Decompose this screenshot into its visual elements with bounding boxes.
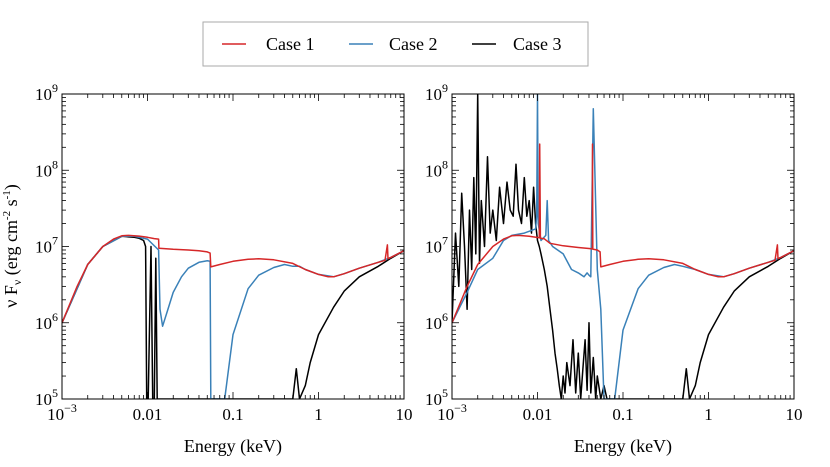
left-x-tick-label: 10−3 (47, 401, 77, 424)
right-y-tick-label: 105 (425, 386, 448, 409)
right-plot-frame (451, 93, 795, 400)
left-x-tick-label: 10 (396, 405, 413, 424)
right-x-tick-label: 10 (786, 405, 803, 424)
left-x-tick-label: 0.01 (133, 405, 163, 424)
right-series-case-1 (452, 143, 794, 324)
right-x-axis-label: Energy (keV) (574, 436, 672, 457)
right-x-tick-label: 10−3 (437, 401, 467, 424)
left-x-axis-label: Energy (keV) (184, 436, 282, 457)
right-y-tick-label: 106 (425, 310, 448, 333)
left-series-case-1 (62, 234, 404, 324)
left-y-tick-label: 105 (35, 386, 58, 409)
left-series-case-2 (62, 235, 404, 399)
right-ticks (451, 93, 795, 400)
legend-box (202, 21, 589, 67)
right-y-tick-label: 107 (425, 234, 448, 257)
legend-label-case-1: Case 1 (266, 34, 315, 54)
legend: Case 1 Case 2 Case 3 (202, 21, 589, 67)
left-ticks (61, 93, 405, 400)
right-y-tick-label: 109 (425, 81, 448, 104)
left-panel: 10−3 0.01 0.1 1 10 105 106 107 108 109 Energy (keV… (35, 81, 413, 457)
left-y-tick-label: 106 (35, 310, 58, 333)
left-x-tick-label: 1 (314, 405, 323, 424)
left-y-tick-label: 109 (35, 81, 58, 104)
right-series-case-2 (452, 94, 794, 399)
right-x-tick-label: 1 (704, 405, 713, 424)
left-x-tick-label: 0.1 (222, 405, 243, 424)
right-y-tick-label: 108 (425, 157, 448, 180)
legend-label-case-2: Case 2 (389, 34, 438, 54)
left-series-case-3 (62, 235, 404, 399)
left-plot-frame (61, 93, 405, 400)
right-x-tick-label: 0.1 (612, 405, 633, 424)
legend-label-case-3: Case 3 (513, 34, 562, 54)
y-axis-label: ν Fν (erg cm-2 s-1) (1, 184, 24, 308)
right-series-case-3 (452, 94, 794, 399)
right-panel: 10−3 0.01 0.1 1 10 105 106 107 108 109 Energy (keV… (425, 81, 803, 457)
left-y-tick-label: 108 (35, 157, 58, 180)
right-x-tick-label: 0.01 (523, 405, 553, 424)
left-y-tick-label: 107 (35, 234, 58, 257)
